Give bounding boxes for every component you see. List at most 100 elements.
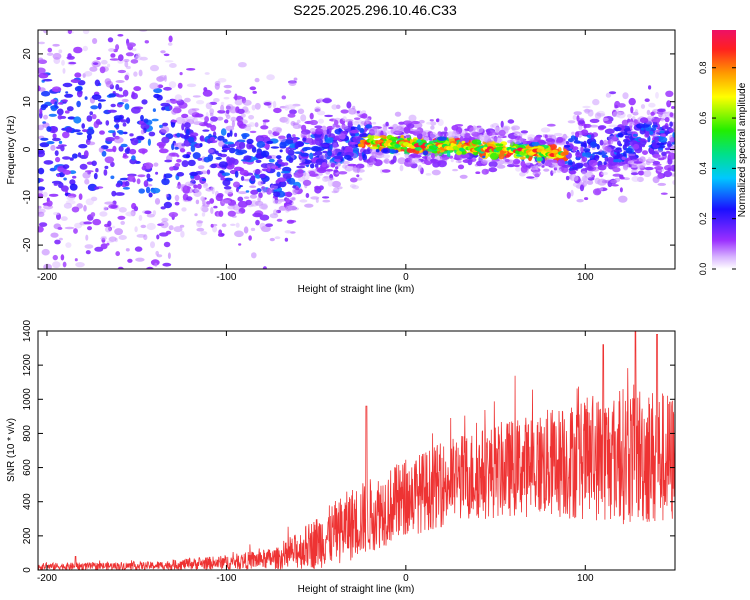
heatmap-cell: [557, 159, 566, 167]
heatmap-cell: [48, 193, 59, 197]
heatmap-cell: [259, 222, 266, 230]
heatmap-cell: [42, 191, 48, 198]
heatmap-cell: [255, 219, 260, 226]
heatmap-cell: [162, 122, 169, 127]
heatmap-cell: [227, 205, 236, 210]
heatmap-cell: [174, 194, 180, 202]
heatmap-cell: [143, 234, 148, 241]
heatmap-cell: [309, 112, 314, 120]
heatmap-cell: [251, 146, 257, 153]
heatmap-cell: [348, 107, 357, 115]
heatmap-cell: [230, 116, 237, 122]
heatmap-cell: [138, 214, 143, 221]
heatmap-cell: [325, 137, 334, 141]
heatmap-cell: [417, 164, 422, 172]
heatmap-cell: [273, 107, 282, 114]
heatmap-cell: [362, 153, 368, 161]
heatmap-cell: [293, 136, 298, 143]
heatmap-cell: [352, 147, 360, 153]
heatmap-cell: [572, 115, 577, 120]
heatmap-cell: [52, 52, 62, 60]
heatmap-cell: [272, 100, 277, 109]
heatmap-cell: [289, 197, 296, 201]
heatmap-cell: [234, 211, 242, 215]
heatmap-cell: [151, 27, 158, 30]
heatmap-cell: [277, 177, 287, 182]
heatmap-cell: [135, 53, 141, 58]
heatmap-cell: [140, 224, 147, 229]
y-tick-label: 20: [22, 48, 33, 60]
heatmap-cell: [659, 130, 665, 134]
heatmap-cell: [331, 180, 341, 188]
heatmap-cell: [145, 165, 151, 170]
heatmap-cell: [169, 166, 175, 171]
heatmap-cell: [67, 116, 76, 120]
heatmap-cell: [225, 109, 230, 114]
heatmap-cell: [42, 78, 53, 82]
bottom-plot-frame: [37, 330, 676, 571]
heatmap-cell: [614, 104, 618, 109]
heatmap-cell: [181, 123, 185, 131]
heatmap-cell: [584, 152, 592, 158]
heatmap-cell: [54, 101, 58, 109]
heatmap-cell: [645, 160, 651, 166]
heatmap-cell: [53, 183, 58, 186]
heatmap-cell: [91, 160, 97, 167]
heatmap-cell: [329, 144, 333, 150]
heatmap-cell: [73, 116, 82, 124]
heatmap-cell: [52, 137, 61, 142]
heatmap-cell: [132, 16, 141, 20]
heatmap-cell: [129, 158, 137, 165]
heatmap-cell: [478, 134, 484, 140]
heatmap-cell: [268, 158, 275, 163]
heatmap-cell: [43, 302, 47, 305]
heatmap-cell: [244, 125, 252, 131]
heatmap-cell: [357, 169, 365, 173]
heatmap-cell: [362, 149, 372, 155]
heatmap-cell: [560, 135, 569, 139]
heatmap-cell: [338, 133, 346, 140]
heatmap-cell: [89, 111, 93, 116]
heatmap-cell: [408, 114, 417, 122]
heatmap-cell: [626, 153, 636, 157]
heatmap-cell: [167, 42, 173, 46]
heatmap-cell: [279, 149, 283, 153]
heatmap-cell: [82, 30, 90, 35]
heatmap-cell: [202, 89, 213, 97]
heatmap-cell: [181, 207, 187, 212]
heatmap-cell: [627, 160, 635, 164]
heatmap-cell: [163, 241, 171, 248]
heatmap-cell: [298, 176, 306, 182]
heatmap-cell: [236, 187, 239, 193]
heatmap-cell: [131, 106, 141, 114]
heatmap-cell: [302, 179, 312, 186]
heatmap-cell: [117, 69, 127, 74]
heatmap-cell: [242, 134, 247, 140]
heatmap-cell: [290, 121, 296, 126]
heatmap-cell: [133, 206, 139, 212]
heatmap-cell: [639, 164, 644, 169]
heatmap-cell: [234, 170, 239, 178]
heatmap-cell: [579, 184, 585, 192]
heatmap-cell: [43, 263, 52, 269]
heatmap-cell: [113, 136, 124, 144]
heatmap-cell: [672, 126, 675, 132]
heatmap-cell: [90, 212, 96, 217]
heatmap-cell: [84, 96, 88, 100]
heatmap-cell: [365, 124, 373, 129]
heatmap-cell: [300, 114, 307, 122]
heatmap-cell: [619, 176, 625, 180]
heatmap-cell: [217, 110, 226, 114]
heatmap-cell: [40, 104, 47, 111]
colorbar-label: Normalized spectral amplitude: [737, 82, 748, 217]
heatmap-cell: [67, 30, 72, 35]
heatmap-cell: [669, 145, 675, 152]
heatmap-cell: [280, 170, 291, 174]
heatmap-cell: [648, 130, 654, 135]
heatmap-cell: [285, 147, 290, 154]
chart-title: S225.2025.296.10.46.C33: [293, 2, 457, 18]
heatmap-cell: [646, 109, 651, 116]
heatmap-cell: [535, 157, 544, 162]
heatmap-cell: [225, 125, 235, 131]
heatmap-cell: [630, 172, 639, 176]
